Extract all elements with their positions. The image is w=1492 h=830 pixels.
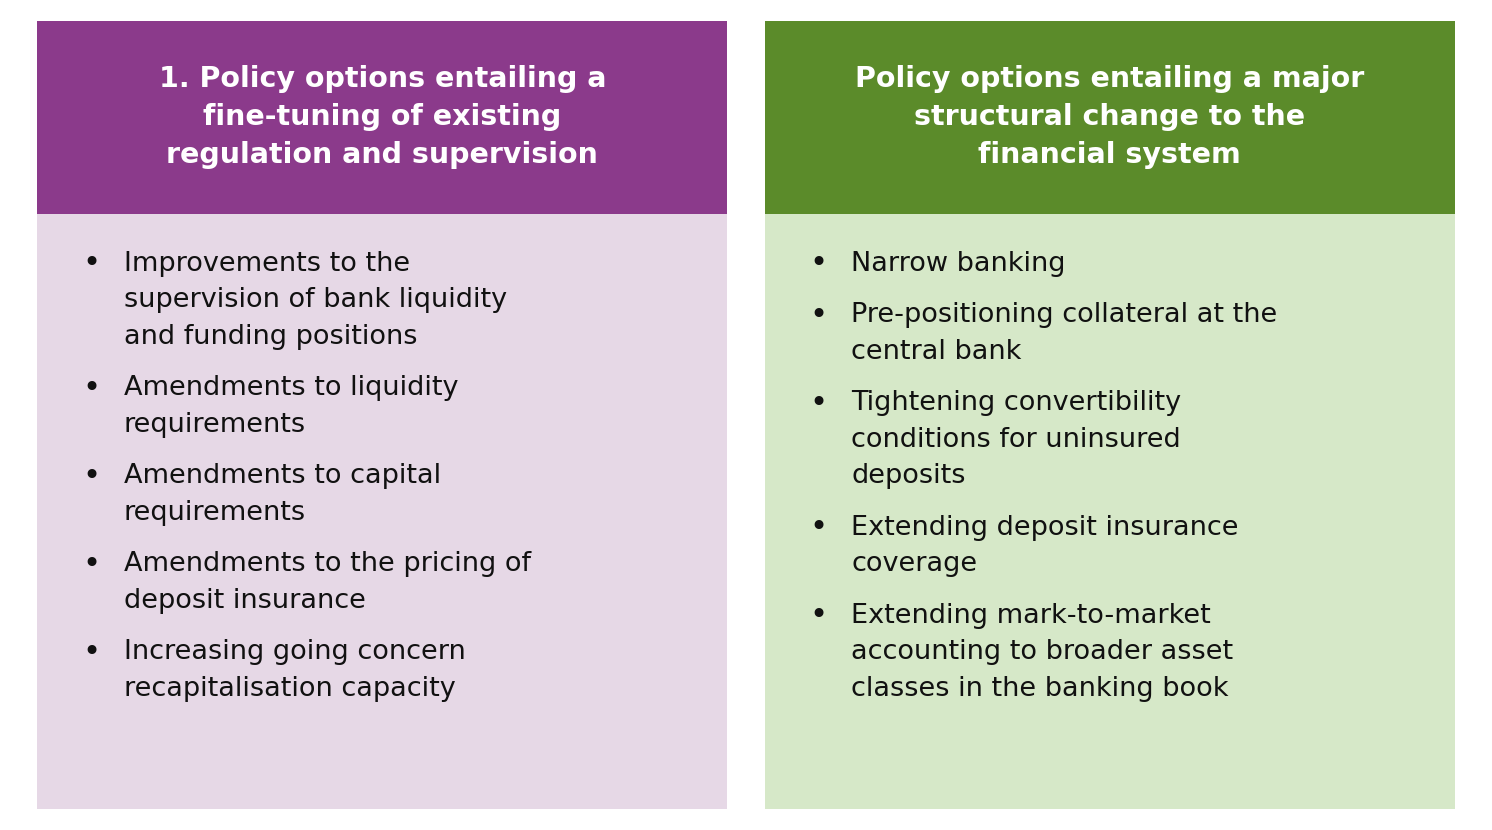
Text: •: • [82, 374, 100, 403]
Text: Increasing going concern: Increasing going concern [124, 639, 466, 666]
Text: Policy options entailing a major
structural change to the
financial system: Policy options entailing a major structu… [855, 66, 1364, 169]
Text: coverage: coverage [850, 551, 977, 578]
Bar [764, 21, 1455, 214]
Bar [764, 214, 1455, 809]
Text: and funding positions: and funding positions [124, 324, 418, 350]
Text: Pre-positioning collateral at the: Pre-positioning collateral at the [850, 302, 1277, 328]
Bar [37, 21, 727, 214]
Text: central bank: central bank [850, 339, 1022, 364]
Text: •: • [809, 513, 828, 542]
Text: Narrow banking: Narrow banking [850, 251, 1065, 276]
Text: •: • [82, 461, 100, 491]
Text: •: • [82, 249, 100, 278]
Text: •: • [82, 638, 100, 666]
Text: classes in the banking book: classes in the banking book [850, 676, 1229, 702]
Text: accounting to broader asset: accounting to broader asset [850, 639, 1234, 666]
Bar [37, 214, 727, 809]
Text: Amendments to liquidity: Amendments to liquidity [124, 375, 458, 402]
Text: •: • [809, 300, 828, 330]
Text: deposits: deposits [850, 463, 965, 490]
Text: deposit insurance: deposit insurance [124, 588, 366, 614]
Text: Amendments to capital: Amendments to capital [124, 463, 442, 490]
Text: Amendments to the pricing of: Amendments to the pricing of [124, 551, 531, 578]
Text: •: • [809, 249, 828, 278]
Text: Improvements to the: Improvements to the [124, 251, 410, 276]
Text: supervision of bank liquidity: supervision of bank liquidity [124, 287, 507, 313]
Text: Tightening convertibility: Tightening convertibility [850, 390, 1182, 416]
Text: •: • [809, 602, 828, 630]
Text: recapitalisation capacity: recapitalisation capacity [124, 676, 455, 702]
Text: Extending mark-to-market: Extending mark-to-market [850, 603, 1212, 629]
Text: requirements: requirements [124, 500, 306, 526]
Text: •: • [809, 388, 828, 417]
Text: conditions for uninsured: conditions for uninsured [850, 427, 1182, 453]
Text: Extending deposit insurance: Extending deposit insurance [850, 515, 1238, 541]
Text: •: • [82, 550, 100, 579]
Text: requirements: requirements [124, 412, 306, 438]
Text: 1. Policy options entailing a
fine-tuning of existing
regulation and supervision: 1. Policy options entailing a fine-tunin… [158, 66, 606, 169]
